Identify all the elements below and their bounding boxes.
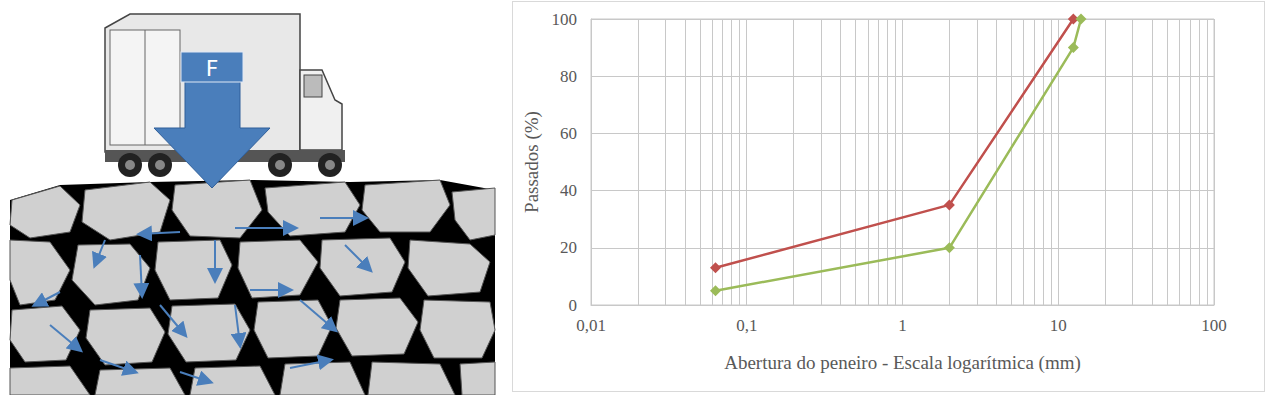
svg-text:0,1: 0,1 [736,316,757,335]
svg-text:F: F [206,56,219,81]
svg-text:80: 80 [560,67,577,86]
svg-text:Passados (%): Passados (%) [521,111,543,213]
svg-text:100: 100 [552,10,578,29]
svg-text:100: 100 [1201,316,1227,335]
svg-text:Abertura do peneiro - Escala l: Abertura do peneiro - Escala logarítmica… [724,352,1081,374]
svg-text:10: 10 [1050,316,1067,335]
svg-text:60: 60 [560,124,577,143]
svg-text:0: 0 [569,296,578,315]
svg-text:20: 20 [560,238,577,257]
svg-text:1: 1 [898,316,907,335]
svg-text:40: 40 [560,181,577,200]
svg-text:0,01: 0,01 [576,316,606,335]
